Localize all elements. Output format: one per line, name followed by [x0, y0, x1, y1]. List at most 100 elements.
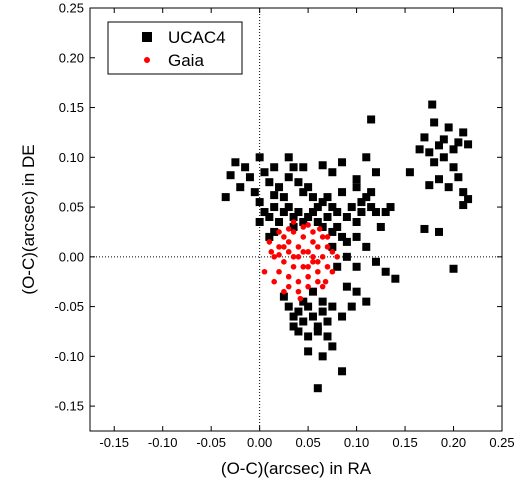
data-point-gaia	[316, 226, 323, 232]
data-point-ucac4	[464, 140, 473, 149]
data-point-ucac4	[255, 153, 264, 162]
y-tick-label: -0.15	[54, 399, 84, 414]
data-point-ucac4	[449, 163, 458, 172]
data-point-ucac4	[328, 242, 337, 251]
legend-marker-gaia	[144, 57, 150, 63]
data-point-ucac4	[294, 208, 303, 217]
data-point-ucac4	[289, 213, 298, 222]
series-layer	[221, 100, 473, 393]
data-point-ucac4	[250, 188, 259, 197]
data-point-ucac4	[352, 262, 361, 271]
data-point-gaia	[266, 239, 273, 245]
data-point-gaia	[295, 254, 302, 260]
data-point-ucac4	[270, 191, 279, 200]
data-point-ucac4	[328, 168, 337, 177]
data-point-ucac4	[265, 232, 274, 241]
data-point-ucac4	[313, 322, 322, 331]
data-point-ucac4	[313, 217, 322, 226]
x-tick-label: -0.15	[99, 435, 129, 450]
data-point-ucac4	[367, 115, 376, 124]
data-point-gaia	[315, 268, 321, 275]
data-point-gaia	[300, 263, 307, 270]
data-point-gaia	[300, 224, 307, 230]
data-point-ucac4	[415, 145, 424, 154]
data-point-ucac4	[376, 222, 385, 231]
data-point-gaia	[290, 219, 297, 225]
data-point-gaia	[271, 278, 277, 285]
data-point-gaia	[305, 263, 311, 270]
data-point-ucac4	[342, 237, 351, 246]
data-point-ucac4	[405, 168, 414, 177]
data-point-gaia	[276, 252, 282, 258]
data-point-ucac4	[362, 242, 371, 251]
data-point-ucac4	[434, 227, 443, 236]
data-point-ucac4	[444, 183, 453, 192]
data-point-ucac4	[449, 264, 458, 273]
data-point-ucac4	[347, 302, 356, 311]
data-point-gaia	[295, 288, 302, 295]
data-point-ucac4	[381, 267, 390, 276]
data-point-ucac4	[338, 232, 347, 241]
data-point-gaia	[281, 288, 287, 295]
y-tick-label: 0.15	[59, 100, 84, 115]
data-point-ucac4	[308, 287, 317, 296]
y-tick-label: -0.10	[54, 349, 84, 364]
data-point-ucac4	[275, 217, 284, 226]
data-point-ucac4	[367, 188, 376, 197]
data-point-ucac4	[428, 100, 437, 109]
data-point-ucac4	[270, 227, 279, 236]
data-point-ucac4	[260, 168, 269, 177]
data-point-ucac4	[304, 332, 313, 341]
y-axis-ticks: -0.15 -0.10 -0.05 0.00 0.05 0.10 0.15 0.20 0.25	[54, 1, 502, 414]
data-point-ucac4	[299, 297, 308, 306]
data-point-ucac4	[333, 208, 342, 217]
data-point-ucac4	[338, 188, 347, 197]
data-point-gaia	[319, 283, 326, 290]
data-point-ucac4	[459, 201, 468, 210]
data-point-ucac4	[338, 367, 347, 376]
data-point-ucac4	[226, 171, 235, 180]
data-point-gaia	[329, 249, 336, 255]
data-point-ucac4	[255, 198, 264, 207]
data-point-ucac4	[241, 163, 250, 172]
data-point-ucac4	[391, 274, 400, 283]
data-point-ucac4	[221, 193, 230, 202]
y-tick-label: 0.00	[59, 249, 84, 264]
data-point-ucac4	[459, 128, 468, 137]
data-point-ucac4	[338, 158, 347, 167]
data-point-ucac4	[434, 175, 443, 184]
data-point-ucac4	[318, 307, 327, 316]
data-point-ucac4	[304, 213, 313, 222]
data-point-ucac4	[279, 292, 288, 301]
data-point-gaia	[310, 239, 316, 245]
data-point-ucac4	[439, 135, 448, 144]
data-point-ucac4	[333, 222, 342, 231]
data-point-ucac4	[342, 252, 351, 261]
data-point-ucac4	[425, 181, 434, 190]
data-point-ucac4	[328, 342, 337, 351]
data-point-ucac4	[308, 193, 317, 202]
data-point-ucac4	[318, 161, 327, 170]
data-point-gaia	[310, 254, 316, 260]
data-point-ucac4	[313, 384, 322, 393]
data-point-ucac4	[284, 203, 293, 212]
data-point-ucac4	[352, 287, 361, 296]
data-point-ucac4	[299, 217, 308, 226]
data-point-ucac4	[342, 213, 351, 222]
data-point-gaia	[300, 249, 307, 255]
data-point-ucac4	[275, 183, 284, 192]
data-point-gaia	[334, 254, 341, 260]
data-point-gaia	[315, 278, 321, 285]
data-point-gaia	[295, 244, 302, 250]
data-point-gaia	[281, 244, 287, 250]
data-point-gaia	[300, 234, 307, 240]
y-tick-label: 0.05	[59, 200, 84, 215]
data-point-ucac4	[294, 327, 303, 336]
data-point-ucac4	[265, 178, 274, 187]
data-point-gaia	[290, 229, 297, 235]
data-point-gaia	[285, 239, 292, 245]
data-point-ucac4	[454, 138, 463, 147]
data-point-ucac4	[449, 145, 458, 154]
